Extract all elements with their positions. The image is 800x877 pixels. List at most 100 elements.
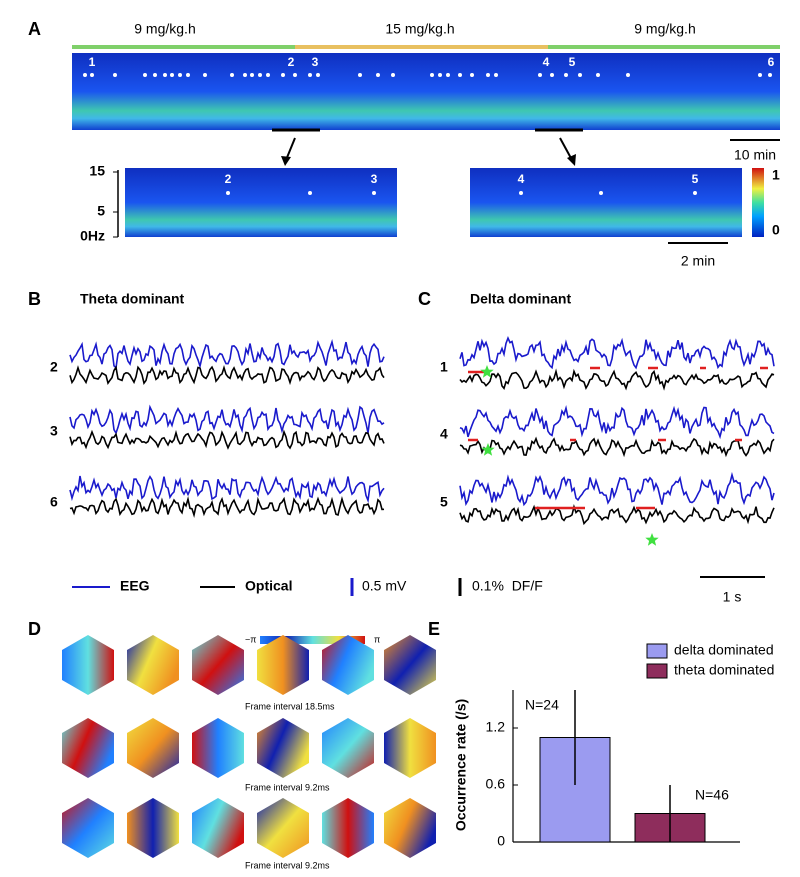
event-dot bbox=[83, 73, 87, 77]
trace bbox=[459, 436, 775, 458]
frame-interval: Frame interval 18.5ms bbox=[245, 701, 335, 711]
star-marker bbox=[480, 365, 494, 378]
event-dot bbox=[458, 73, 462, 77]
event-dot bbox=[538, 73, 542, 77]
trace bbox=[69, 339, 385, 370]
event-dot bbox=[626, 73, 630, 77]
phase-label: π bbox=[374, 634, 380, 644]
event-dot bbox=[438, 73, 442, 77]
spectrogram bbox=[72, 53, 780, 130]
phase-map bbox=[127, 798, 179, 858]
event-dot bbox=[153, 73, 157, 77]
phase-maps bbox=[62, 635, 436, 858]
dose-label: 15 mg/kg.h bbox=[385, 21, 454, 37]
phase-map bbox=[322, 798, 374, 858]
event-dot bbox=[170, 73, 174, 77]
freq-tick-label: 0Hz bbox=[80, 228, 105, 244]
phase-map bbox=[192, 798, 244, 858]
panel-title: Delta dominant bbox=[470, 291, 571, 307]
arrow bbox=[559, 137, 573, 161]
event-dot bbox=[113, 73, 117, 77]
phase-map bbox=[384, 635, 436, 695]
trace bbox=[459, 368, 775, 391]
event-dot bbox=[243, 73, 247, 77]
scale-label: 1 s bbox=[723, 589, 742, 605]
trace bbox=[69, 365, 385, 386]
legend-label: delta dominated bbox=[674, 642, 774, 658]
event-dot bbox=[163, 73, 167, 77]
event-dot bbox=[376, 73, 380, 77]
legend-swatch bbox=[646, 663, 668, 679]
panel-letter: A bbox=[28, 19, 41, 39]
colorbar bbox=[752, 168, 764, 237]
event-label: 5 bbox=[692, 172, 699, 186]
panel-letter: D bbox=[28, 619, 41, 639]
trace bbox=[459, 504, 775, 526]
colorbar-label: 0 bbox=[772, 222, 780, 238]
legend-swatch bbox=[646, 643, 668, 659]
panel-letter: C bbox=[418, 289, 431, 309]
event-dot bbox=[293, 73, 297, 77]
trace bbox=[459, 404, 775, 440]
event-dot bbox=[446, 73, 450, 77]
event-dot bbox=[250, 73, 254, 77]
phase-map bbox=[62, 718, 114, 778]
freq-tick-label: 15 bbox=[89, 163, 105, 179]
event-dot bbox=[258, 73, 262, 77]
phase-map bbox=[322, 718, 374, 778]
event-dot bbox=[391, 73, 395, 77]
event-dot bbox=[470, 73, 474, 77]
panel-letter: B bbox=[28, 289, 41, 309]
row-label: 2 bbox=[50, 359, 58, 375]
frame-interval: Frame interval 9.2ms bbox=[245, 860, 330, 870]
phase-map bbox=[127, 635, 179, 695]
star-marker bbox=[481, 443, 495, 456]
event-dots bbox=[83, 73, 772, 77]
event-dot bbox=[308, 73, 312, 77]
phase-map bbox=[257, 635, 309, 695]
event-dot bbox=[494, 73, 498, 77]
event-dot bbox=[758, 73, 762, 77]
event-label: 2 bbox=[225, 172, 232, 186]
event-dot bbox=[266, 73, 270, 77]
phase-map bbox=[384, 718, 436, 778]
y-tick-label: 0 bbox=[497, 833, 505, 849]
phase-map bbox=[257, 718, 309, 778]
trace bbox=[69, 429, 385, 450]
traces bbox=[69, 336, 775, 546]
colorbar-label: 1 bbox=[772, 167, 780, 183]
scale-label: 10 min bbox=[734, 147, 776, 163]
event-dot bbox=[358, 73, 362, 77]
phase-map bbox=[127, 718, 179, 778]
legend-label: EEG bbox=[120, 578, 150, 594]
event-dot bbox=[203, 73, 207, 77]
event-dot bbox=[143, 73, 147, 77]
phase-colorbar bbox=[260, 636, 365, 644]
arrow-head bbox=[281, 156, 291, 166]
panel-title: Theta dominant bbox=[80, 291, 185, 307]
trace bbox=[69, 496, 385, 519]
event-dot bbox=[90, 73, 94, 77]
event-dot bbox=[281, 73, 285, 77]
legend-label: theta dominated bbox=[674, 662, 774, 678]
event-label: 1 bbox=[89, 55, 96, 69]
trace bbox=[459, 471, 775, 507]
event-dot bbox=[430, 73, 434, 77]
event-dot bbox=[564, 73, 568, 77]
event-dot bbox=[768, 73, 772, 77]
event-label: 3 bbox=[371, 172, 378, 186]
y-axis-label: Occurrence rate (/s) bbox=[453, 699, 469, 831]
row-label: 1 bbox=[440, 359, 448, 375]
event-label: 5 bbox=[569, 55, 576, 69]
event-dot bbox=[486, 73, 490, 77]
annotation: N=46 bbox=[695, 787, 729, 803]
event-dot bbox=[230, 73, 234, 77]
phase-map bbox=[192, 635, 244, 695]
event-dot bbox=[178, 73, 182, 77]
phase-label: −π bbox=[245, 634, 256, 644]
arrow bbox=[285, 137, 296, 161]
event-label: 3 bbox=[312, 55, 319, 69]
spectrogram-inset bbox=[125, 168, 397, 237]
row-label: 6 bbox=[50, 494, 58, 510]
phase-map bbox=[192, 718, 244, 778]
